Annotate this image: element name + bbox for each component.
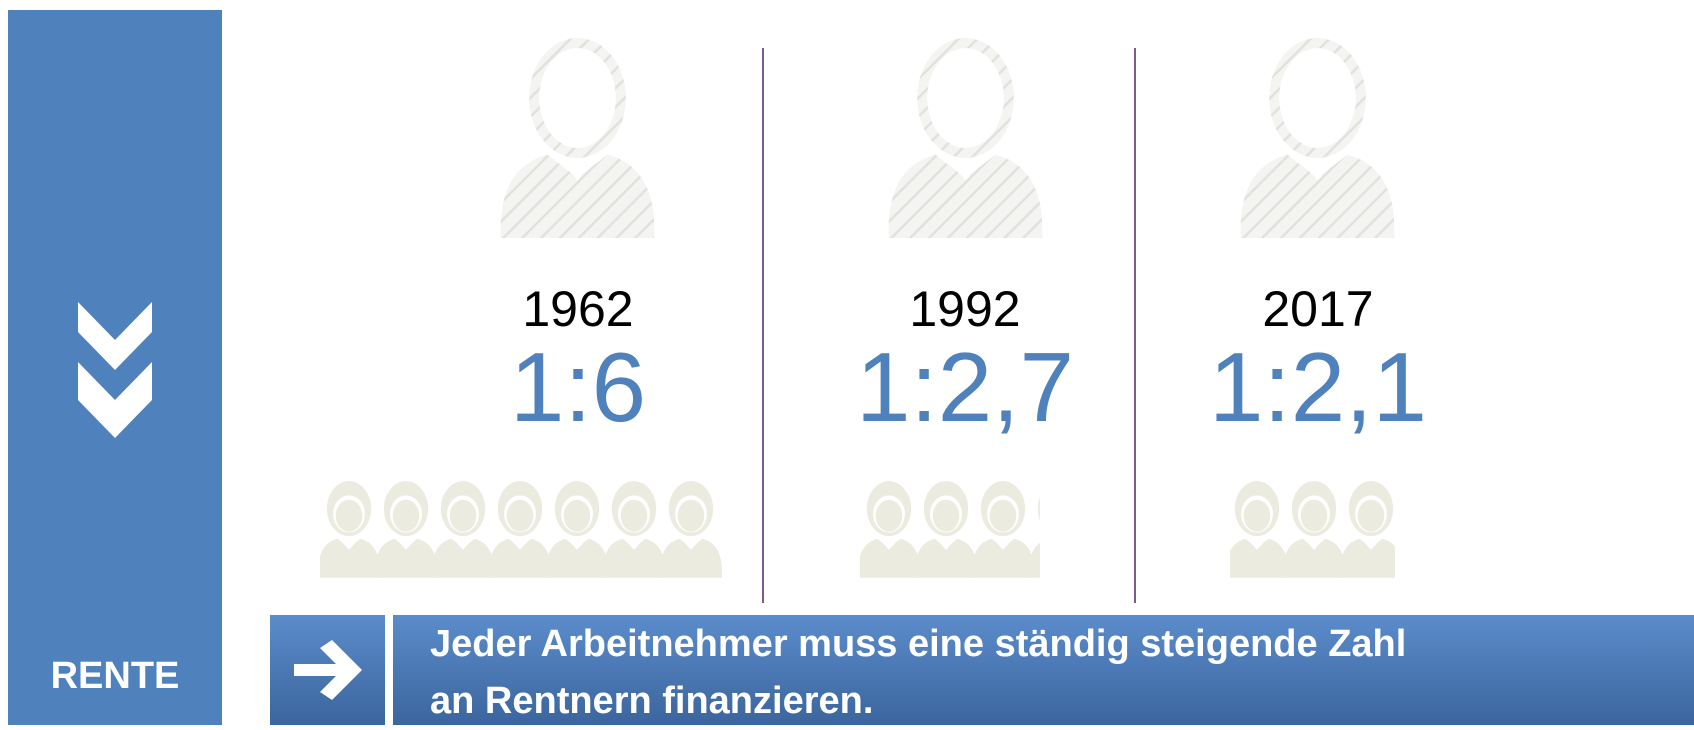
year: 1962 <box>522 281 633 337</box>
retiree-group <box>860 480 1040 579</box>
worker-icon <box>501 43 655 238</box>
year: 2017 <box>1262 281 1373 337</box>
worker-icon <box>889 43 1043 238</box>
worker-icon <box>1241 43 1395 238</box>
ratio: 1:6 <box>510 332 646 442</box>
ratio: 1:2,7 <box>856 332 1074 442</box>
retiree-group <box>1230 480 1395 579</box>
sidebar-label: RENTE <box>51 655 180 697</box>
chevron-icon <box>78 302 152 438</box>
ratio: 1:2,1 <box>1209 332 1427 442</box>
message-line: an Rentnern finanzieren. <box>430 680 873 722</box>
year: 1992 <box>909 281 1020 337</box>
message-box <box>393 615 1694 725</box>
retiree-group <box>320 480 722 579</box>
message-line: Jeder Arbeitnehmer muss eine ständig ste… <box>430 623 1406 665</box>
arrow-icon <box>294 640 362 700</box>
